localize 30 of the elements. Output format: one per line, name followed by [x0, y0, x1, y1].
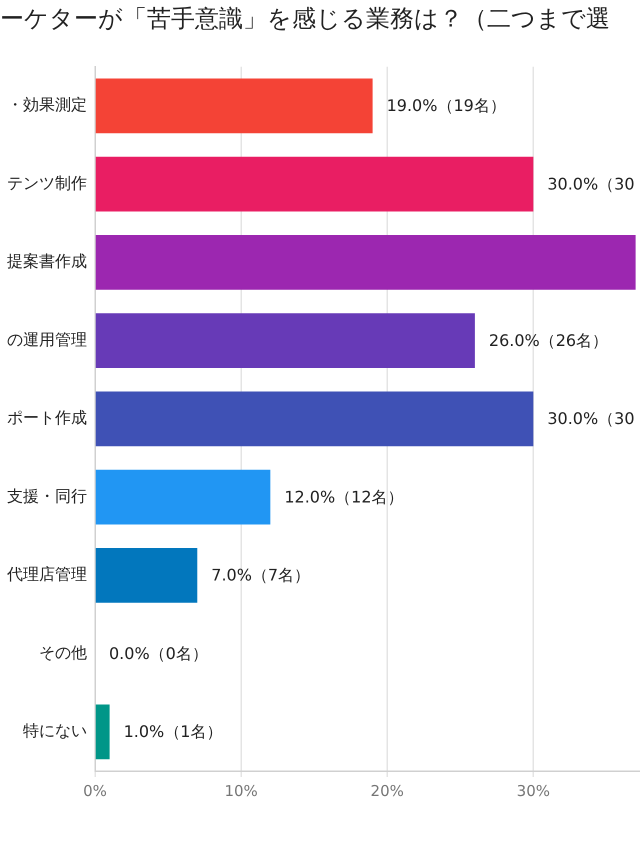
data-label: 12.0%（12名）: [284, 487, 404, 506]
x-tick-label: 10%: [224, 782, 258, 800]
bar: [96, 78, 373, 134]
y-tick-label: 代理店管理: [6, 564, 87, 584]
data-label: 30.0%（30: [547, 174, 635, 194]
y-tick-label: テンツ制作: [7, 173, 87, 192]
bar: [96, 704, 110, 760]
y-tick-label: の運用管理: [7, 330, 87, 349]
y-tick-label: 支援・同行: [7, 486, 87, 506]
data-label: 26.0%（26名）: [488, 330, 608, 350]
y-tick-label: 特にない: [23, 721, 87, 740]
chart-title: ーケターが「苦手意識」を感じる業務は？（二つまで選: [0, 4, 610, 33]
bar: [96, 548, 198, 603]
bar: [96, 470, 270, 525]
y-tick-label: ポート作成: [7, 408, 87, 428]
y-tick-label: その他: [39, 642, 87, 662]
bar: [96, 235, 636, 290]
data-label: 7.0%（7名）: [211, 566, 310, 585]
x-tick-label: 30%: [516, 782, 550, 800]
data-label: 0.0%（0名）: [109, 644, 208, 663]
bar: [96, 156, 534, 212]
bar: [96, 313, 475, 368]
x-tick-label: 0%: [83, 782, 107, 800]
data-label: 30.0%（30: [547, 409, 635, 428]
x-tick-label: 20%: [370, 782, 404, 800]
bar: [96, 392, 534, 446]
data-label: 1.0%（1名）: [124, 722, 222, 742]
data-label: 19.0%（19名）: [386, 96, 506, 116]
y-tick-label: 提案書作成: [7, 252, 87, 271]
y-tick-label: ・効果測定: [7, 95, 87, 114]
